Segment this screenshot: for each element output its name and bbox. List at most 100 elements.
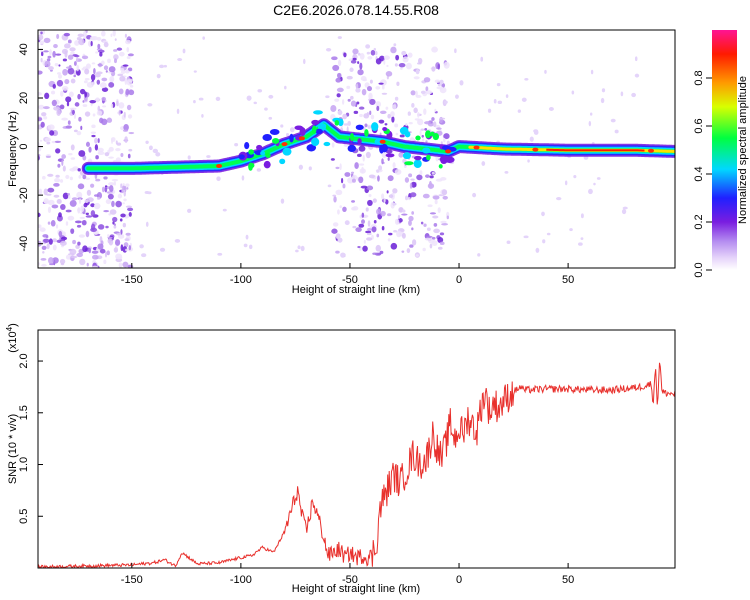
spectrogram-noise-speck <box>480 56 484 62</box>
spectrogram-noise-blob <box>429 212 437 215</box>
spectrogram-noise-blob <box>410 90 416 96</box>
spectrogram-noise-blob <box>113 181 117 186</box>
spectrogram-noise-blob <box>446 215 449 220</box>
spectrogram-noise-speck <box>622 206 628 210</box>
spectrogram-cluster-blob <box>282 147 292 156</box>
spectrogram-noise-blob <box>394 63 398 67</box>
spectrogram-noise-blob <box>359 52 365 60</box>
spectrogram-noise-blob <box>38 188 43 195</box>
spectrogram-noise-blob <box>81 55 89 60</box>
spectrogram-noise-blob <box>55 53 62 56</box>
spectrogram-noise-blob <box>95 51 99 54</box>
spectrogram-noise-blob <box>417 62 422 65</box>
spectrogram-noise-blob <box>44 92 50 100</box>
spectrogram-noise-blob <box>56 215 63 222</box>
spectrogram-noise-speck <box>280 124 284 128</box>
spectrogram-noise-speck <box>257 89 263 93</box>
spectrogram-noise-blob <box>439 241 445 245</box>
spectrogram-cluster-blob <box>315 128 323 135</box>
spectrogram-noise-blob <box>368 92 373 100</box>
spectrogram-noise-blob <box>415 254 419 257</box>
spectrogram-cluster-blob <box>279 158 286 165</box>
spectrogram-noise-speck <box>347 120 351 127</box>
spectrogram-noise-blob <box>97 243 104 250</box>
spectrogram-noise-blob <box>365 230 372 234</box>
spectrogram-noise-blob <box>47 173 54 177</box>
spectrogram-noise-blob <box>83 202 88 208</box>
spectrogram-noise-blob <box>115 200 122 208</box>
spectrogram-noise-speck <box>376 169 380 173</box>
spectrogram-noise-blob <box>359 163 365 166</box>
spectrogram-noise-blob <box>424 121 431 125</box>
colorbar-tick-label: 0.0 <box>693 262 705 277</box>
spectrogram-noise-speck <box>610 118 616 123</box>
spectrogram-noise-blob <box>335 77 342 83</box>
spectrogram-noise-blob <box>107 238 112 244</box>
spectrogram-noise-blob <box>91 62 96 65</box>
spectrogram-noise-speck <box>365 44 371 49</box>
spectrogram-noise-blob <box>419 170 423 176</box>
spectrogram-noise-speck <box>541 211 545 217</box>
spectrogram-noise-blob <box>431 66 436 72</box>
spectrogram-noise-blob <box>381 158 384 165</box>
spectrogram-noise-blob <box>399 134 405 138</box>
spectrogram-noise-blob <box>378 82 384 85</box>
spectrogram-noise-blob <box>355 227 362 233</box>
spectrogram-noise-speck <box>634 73 640 78</box>
spectrogram-noise-blob <box>437 237 444 243</box>
spectrogram-noise-blob <box>117 73 124 77</box>
spectrogram-noise-blob <box>385 106 389 110</box>
spectrogram-cluster-blob <box>334 119 340 126</box>
spectrogram-noise-blob <box>390 242 398 250</box>
spectrogram-noise-blob <box>441 189 448 196</box>
spectrogram-noise-speck <box>357 52 361 56</box>
spectrogram-noise-blob <box>67 54 74 60</box>
spectrogram-noise-blob <box>433 228 440 234</box>
spectrogram-noise-blob <box>61 154 66 160</box>
spectrogram-noise-blob <box>120 152 124 158</box>
spectrogram-noise-blob <box>388 194 394 199</box>
spectrogram-noise-blob <box>91 265 99 268</box>
spectrogram-noise-blob <box>63 32 71 37</box>
spectrogram-y-tick-label: 0 <box>18 144 30 150</box>
spectrogram-noise-blob <box>67 39 72 44</box>
spectrogram-noise-blob <box>376 105 380 112</box>
spectrogram-noise-blob <box>84 91 88 98</box>
spectrogram-noise-blob <box>122 202 125 205</box>
spectrogram-noise-blob <box>422 247 426 252</box>
spectrogram-noise-blob <box>367 199 373 206</box>
spectrogram-cluster-blob <box>248 162 253 171</box>
spectrogram-cluster-blob <box>382 126 388 132</box>
spectrogram-noise-speck <box>289 127 295 133</box>
spectrogram-noise-blob <box>341 99 345 105</box>
spectrogram-noise-blob <box>38 91 42 96</box>
spectrogram-noise-speck <box>284 85 287 90</box>
snr-x-label: Height of straight line (km) <box>292 583 420 595</box>
spectrogram-noise-blob <box>351 200 356 203</box>
spectrogram-noise-blob <box>116 142 122 146</box>
spectrogram-noise-blob <box>127 207 134 212</box>
spectrogram-noise-blob <box>350 100 357 107</box>
spectrogram-noise-blob <box>47 221 51 225</box>
spectrogram-noise-blob <box>366 185 374 191</box>
spectrogram-cluster-blob <box>444 156 455 163</box>
spectrogram-noise-blob <box>113 225 117 229</box>
spectrogram-noise-blob <box>392 162 396 169</box>
spectrogram-noise-blob <box>120 183 123 189</box>
spectrogram-noise-blob <box>423 77 431 83</box>
spectrogram-noise-blob <box>73 113 77 120</box>
spectrogram-noise-blob <box>44 60 51 68</box>
spectrogram-noise-blob <box>81 220 87 226</box>
spectrogram-noise-blob <box>94 73 101 78</box>
spectrogram-noise-blob <box>409 244 414 248</box>
spectrogram-noise-blob <box>370 114 375 120</box>
spectrogram-noise-blob <box>57 163 61 168</box>
spectrogram-cluster-blob <box>265 152 271 158</box>
spectrogram-x-tick-label: 0 <box>456 274 462 286</box>
spectrogram-noise-blob <box>335 166 340 170</box>
spectrogram-noise-speck <box>215 96 221 101</box>
spectrogram-noise-blob <box>64 43 71 49</box>
spectrogram-noise-blob <box>365 207 369 212</box>
spectrogram-noise-blob <box>376 233 380 238</box>
spectrogram-noise-blob <box>337 72 342 79</box>
